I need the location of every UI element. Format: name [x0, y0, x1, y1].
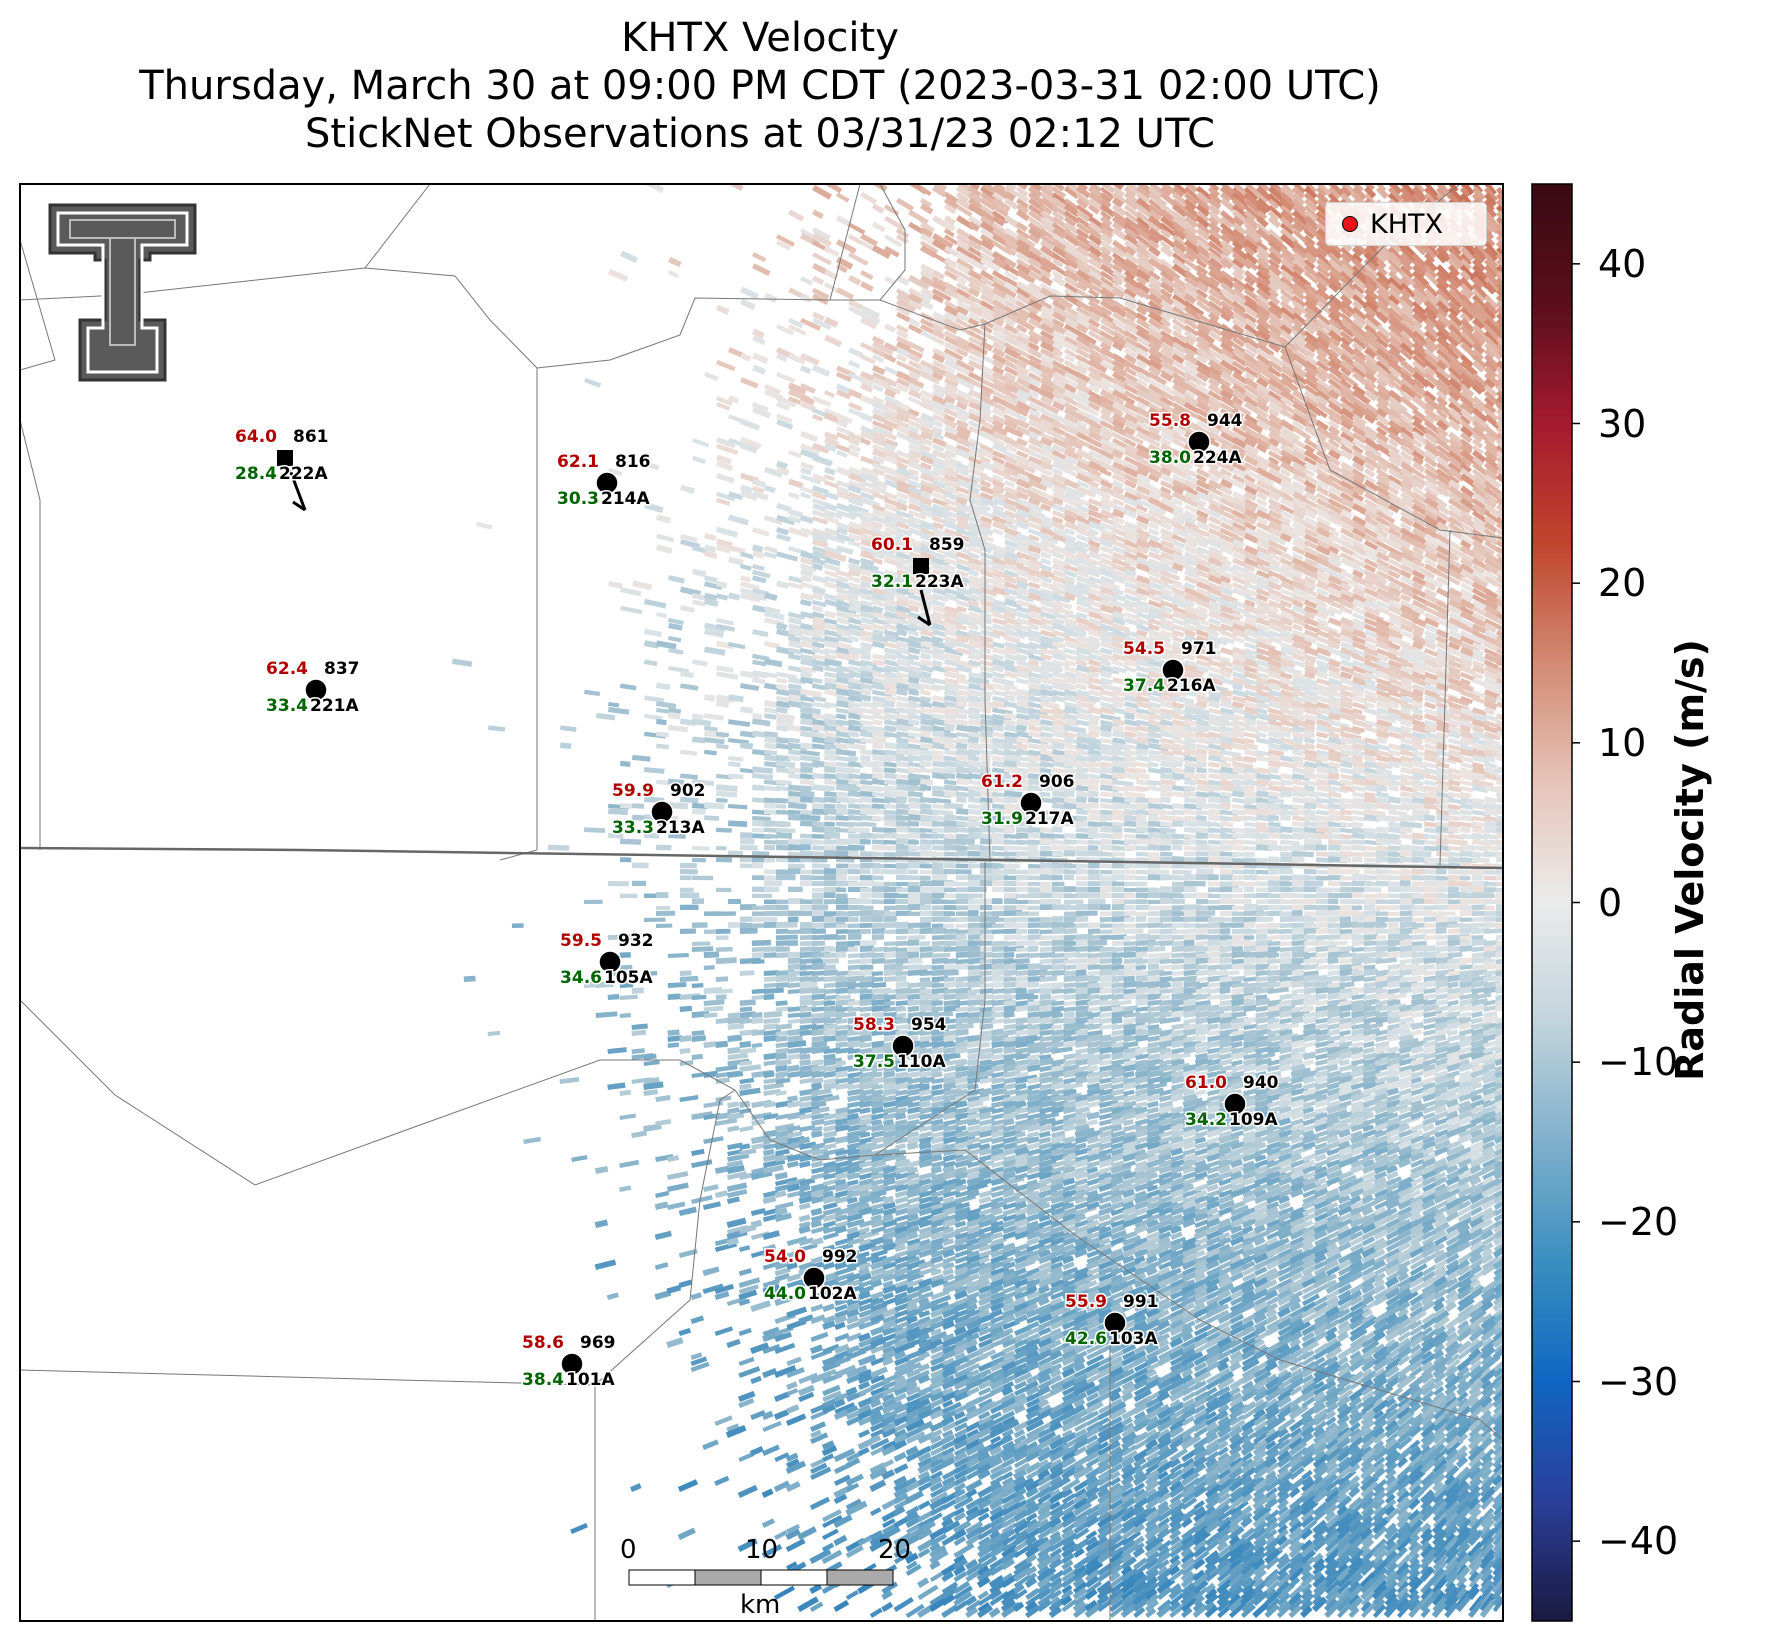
station-direction: 44.0 [764, 1284, 806, 1304]
station-probe: 214A [601, 489, 650, 509]
station-direction: 34.2 [1185, 1110, 1227, 1130]
station-direction: 28.4 [235, 464, 277, 484]
station-probe: 217A [1025, 809, 1074, 829]
station-id: 954 [911, 1015, 947, 1035]
station-id: 992 [822, 1247, 858, 1267]
station-probe: 110A [897, 1052, 946, 1072]
station-id: 861 [293, 427, 329, 447]
station-direction: 31.9 [981, 809, 1023, 829]
station-probe: 222A [279, 464, 328, 484]
station-direction: 38.0 [1149, 448, 1191, 468]
station-probe: 105A [604, 968, 653, 988]
scale-tick-10: 10 [745, 1535, 778, 1565]
colorbar [1532, 184, 1572, 1621]
texas-tech-logo-icon [50, 205, 195, 380]
scale-tick-0: 0 [620, 1535, 637, 1565]
colorbar-tick: −20 [1598, 1200, 1678, 1244]
station-speed: 61.2 [981, 772, 1023, 792]
station-id: 837 [324, 659, 360, 679]
station-probe: 213A [656, 818, 705, 838]
station-direction: 32.1 [871, 572, 913, 592]
station-speed: 61.0 [1185, 1073, 1227, 1093]
station-speed: 58.6 [522, 1333, 564, 1353]
station-id: 906 [1039, 772, 1075, 792]
station-id: 932 [618, 931, 654, 951]
station-id: 902 [670, 781, 706, 801]
station-probe: 101A [566, 1370, 615, 1390]
station-probe: 216A [1167, 676, 1216, 696]
station-probe: 221A [310, 696, 359, 716]
station-id: 940 [1243, 1073, 1279, 1093]
colorbar-tick: −30 [1598, 1360, 1678, 1404]
station-speed: 62.4 [266, 659, 308, 679]
station-direction: 38.4 [522, 1370, 564, 1390]
colorbar-tick: −40 [1598, 1519, 1678, 1563]
station-probe: 223A [915, 572, 964, 592]
colorbar-tick: 40 [1598, 242, 1646, 286]
station-direction: 30.3 [557, 489, 599, 509]
colorbar-tick: 10 [1598, 721, 1646, 765]
scale-unit: km [740, 1590, 780, 1620]
scale-bar [629, 1570, 893, 1585]
station-id: 944 [1207, 411, 1243, 431]
station-id: 969 [580, 1333, 616, 1353]
station-id: 859 [929, 535, 965, 555]
station-861: 64.0 861 28.4 222A [235, 427, 328, 510]
scale-tick-20: 20 [878, 1535, 911, 1565]
station-direction: 34.6 [560, 968, 602, 988]
station-direction: 33.4 [266, 696, 308, 716]
station-speed: 64.0 [235, 427, 277, 447]
station-speed: 54.5 [1123, 639, 1165, 659]
station-speed: 55.9 [1065, 1292, 1107, 1312]
colorbar-label: Radial Velocity (m/s) [1660, 560, 1720, 1160]
station-816: 62.1 816 30.3 214A [557, 452, 650, 509]
colorbar-tick: 20 [1598, 561, 1646, 605]
station-probe: 102A [808, 1284, 857, 1304]
station-speed: 59.9 [612, 781, 654, 801]
station-speed: 59.5 [560, 931, 602, 951]
station-969: 58.6 969 38.4 101A [522, 1333, 615, 1390]
station-probe: 224A [1193, 448, 1242, 468]
station-speed: 62.1 [557, 452, 599, 472]
legend: KHTX [1325, 202, 1487, 246]
station-speed: 55.8 [1149, 411, 1191, 431]
station-837: 62.4 837 33.4 221A [266, 659, 359, 716]
station-speed: 60.1 [871, 535, 913, 555]
station-direction: 37.4 [1123, 676, 1165, 696]
station-direction: 37.5 [853, 1052, 895, 1072]
station-probe: 109A [1229, 1110, 1278, 1130]
radar-site-marker-icon [1342, 216, 1358, 232]
station-speed: 58.3 [853, 1015, 895, 1035]
station-direction: 42.6 [1065, 1329, 1107, 1349]
station-932: 59.5 932 34.6 105A [560, 931, 653, 988]
legend-label: KHTX [1370, 209, 1443, 240]
colorbar-tick: 30 [1598, 402, 1646, 446]
station-id: 971 [1181, 639, 1217, 659]
station-direction: 33.3 [612, 818, 654, 838]
station-speed: 54.0 [764, 1247, 806, 1267]
station-id: 816 [615, 452, 651, 472]
colorbar-tick: 0 [1598, 881, 1622, 925]
station-probe: 103A [1109, 1329, 1158, 1349]
station-id: 991 [1123, 1292, 1159, 1312]
